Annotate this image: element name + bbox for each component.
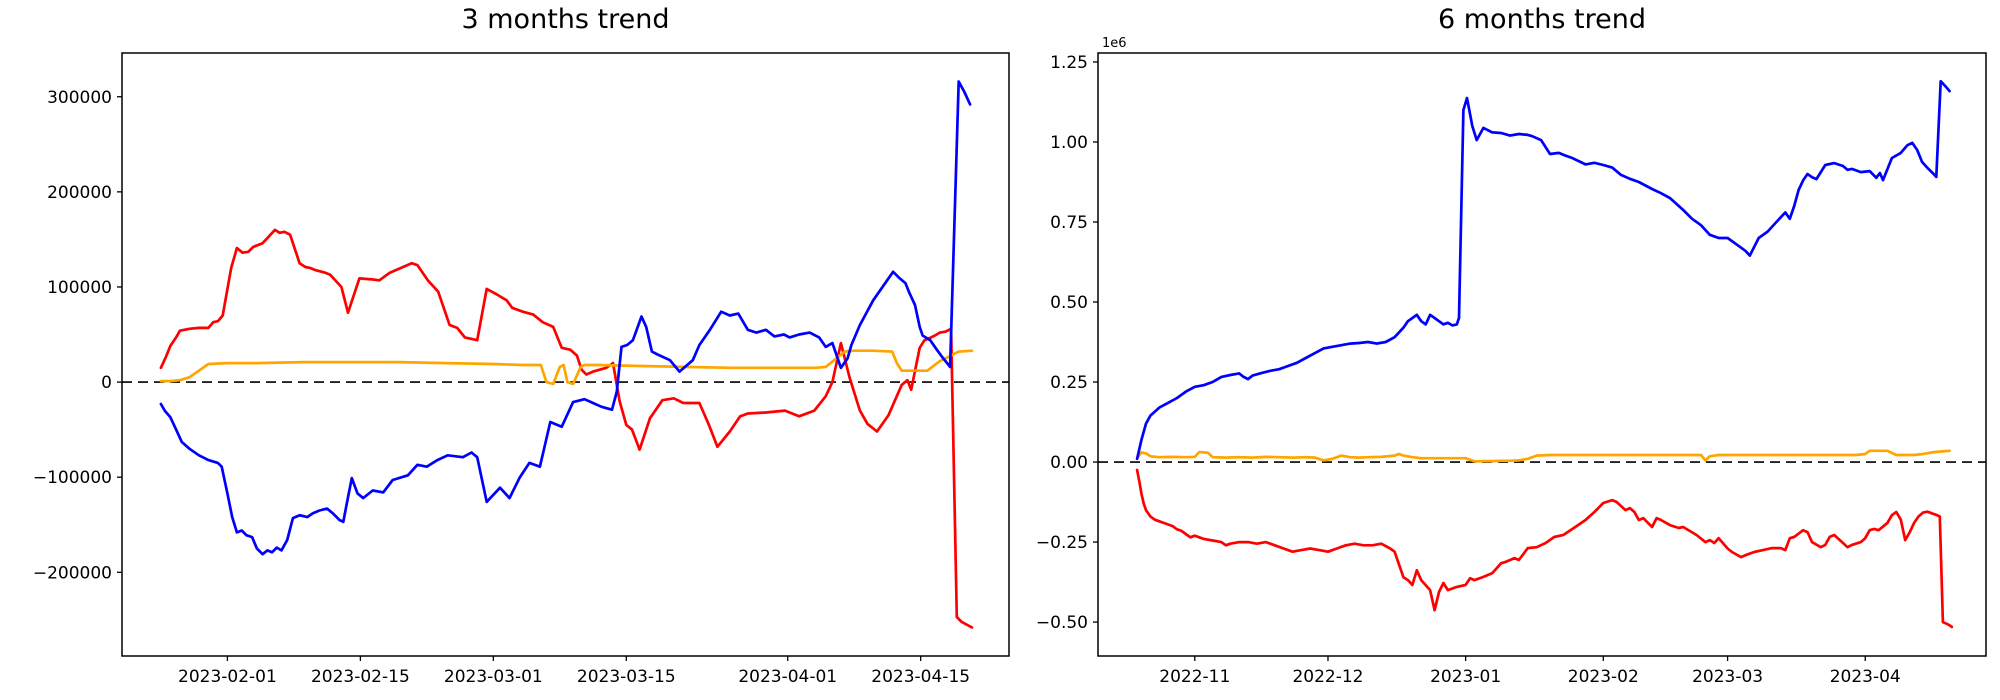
y-tick-label: 0.75 (1050, 213, 1088, 233)
y-tick-label: 200000 (47, 183, 112, 203)
y-tick-label: 1.25 (1050, 53, 1088, 73)
y-tick-label: 0.50 (1050, 293, 1088, 313)
series-orange-line (1135, 449, 1951, 463)
plot-frame (121, 52, 1010, 657)
y-tick-label: −200000 (33, 563, 112, 583)
x-tick-label: 2023-04 (1830, 667, 1901, 687)
x-tick-label: 2023-04-15 (871, 667, 970, 687)
x-tick-label: 2022-12 (1292, 667, 1363, 687)
chart-title-3-months: 3 months trend (461, 4, 670, 35)
y-tick-label: −0.25 (1036, 533, 1088, 553)
y-axis-offset-label: 1e6 (1102, 36, 1127, 51)
y-tick-label: 0.25 (1050, 373, 1088, 393)
y-tick-label: −0.50 (1036, 613, 1088, 633)
y-tick-label: 0 (101, 373, 112, 393)
series-blue-line (159, 80, 972, 556)
x-tick-label: 2023-02 (1568, 667, 1639, 687)
y-tick-label: 300000 (47, 88, 112, 108)
series-blue-line (1135, 79, 1951, 461)
x-tick-label: 2023-03-15 (577, 667, 676, 687)
chart-title-6-months: 6 months trend (1438, 4, 1646, 35)
y-tick-label: 100000 (47, 278, 112, 298)
series-orange-line (159, 349, 974, 386)
x-tick-label: 2023-02-01 (178, 667, 277, 687)
x-tick-label: 2022-11 (1159, 667, 1230, 687)
x-tick-label: 2023-04-01 (738, 667, 837, 687)
x-tick-label: 2023-01 (1430, 667, 1501, 687)
plot-frame (1097, 52, 1987, 657)
y-tick-label: 0.00 (1050, 453, 1088, 473)
x-tick-label: 2023-03-01 (444, 667, 543, 687)
x-tick-label: 2023-02-15 (311, 667, 410, 687)
y-tick-label: 1.00 (1050, 133, 1088, 153)
y-tick-label: −100000 (33, 468, 112, 488)
x-tick-label: 2023-03 (1692, 667, 1763, 687)
series-red-line (159, 228, 974, 629)
series-red-line (1135, 468, 1954, 629)
